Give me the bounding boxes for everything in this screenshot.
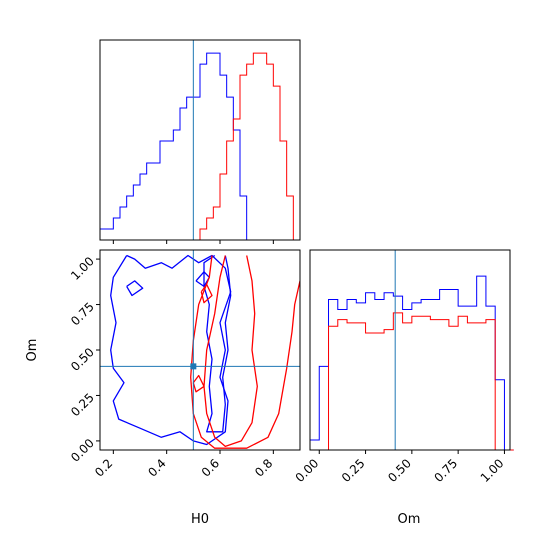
contour-frame: [99, 249, 301, 451]
h0-histogram-frame: [99, 39, 301, 241]
contour-series-2-level-1: [203, 255, 258, 448]
contour-series-2-level-4: [192, 374, 205, 393]
om-hist-x-tick-label: 0.00: [293, 456, 322, 485]
contour-y-tick-label: 1.00: [68, 254, 97, 283]
contour-y-tick-label: 0.50: [68, 345, 97, 374]
contour-series-1-level-3: [195, 271, 210, 288]
x-axis-title-h0: H0: [191, 512, 209, 527]
contour-series-1-level-1: [203, 254, 232, 433]
h0-om-contour-panel: 0.2 0.4 0.6 0.8 0.00 0.25 0.50 0.75 1.00: [68, 249, 301, 480]
x-axis-title-om: Om: [398, 512, 421, 527]
contour-series-1-level-2: [110, 254, 232, 446]
h0-histogram-series-1: [99, 52, 300, 241]
contour-series-2-level-2: [190, 255, 300, 449]
om-histogram-panel: 0.00 0.25 0.50 0.75 1.00: [293, 249, 514, 485]
contour-series-2-level-3: [200, 283, 213, 304]
contour-lines: [110, 254, 300, 449]
om-histogram-series-2: [310, 312, 514, 451]
om-hist-x-tick-label: 0.25: [339, 456, 368, 485]
contour-series-1-level-4: [126, 280, 144, 297]
contour-y-tick-label: 0.25: [68, 391, 97, 420]
contour-x-tick-label: 0.2: [92, 456, 115, 479]
om-hist-x-tick-label: 0.75: [431, 456, 460, 485]
contour-x-tick-label: 0.6: [199, 456, 222, 479]
om-hist-x-tick-label: 1.00: [478, 456, 507, 485]
om-histogram-frame: [309, 249, 511, 451]
contour-x-tick-label: 0.4: [145, 456, 168, 479]
h0-histogram-panel: [99, 39, 301, 244]
contour-y-tick-label: 0.00: [68, 436, 97, 465]
om-histogram-series-1: [309, 275, 514, 451]
contour-x-tick-label: 0.8: [252, 456, 275, 479]
om-hist-x-tick-label: 0.50: [385, 456, 414, 485]
contour-y-tick-label: 0.75: [68, 300, 97, 329]
y-axis-title-om: Om: [25, 339, 40, 362]
truth-marker: [190, 363, 197, 370]
